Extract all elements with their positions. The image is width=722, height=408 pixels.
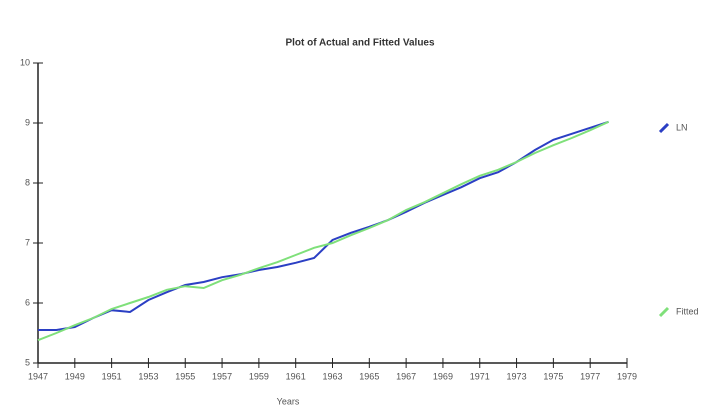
x-tick-label: 1965 [359,371,379,381]
legend-label: LN [676,122,688,132]
series-line [37,120,610,342]
x-tick-label: 1973 [507,371,527,381]
x-tick-label: 1971 [470,371,490,381]
legend-swatch [658,306,670,318]
x-tick-label: 1955 [175,371,195,381]
y-tick-label: 7 [25,237,30,247]
x-tick-label: 1951 [102,371,122,381]
y-tick-label: 8 [25,177,30,187]
y-tick-label: 10 [20,57,30,67]
x-tick-label: 1979 [617,371,637,381]
x-tick-label: 1963 [322,371,342,381]
x-tick-label: 1961 [286,371,306,381]
x-tick-label: 1975 [543,371,563,381]
x-axis-label: Years [277,396,300,406]
x-tick-label: 1967 [396,371,416,381]
legend-swatch [658,122,670,134]
x-tick-label: 1977 [580,371,600,381]
x-tick-label: 1957 [212,371,232,381]
x-tick-label: 1969 [433,371,453,381]
x-tick-label: 1949 [65,371,85,381]
x-tick-label: 1953 [138,371,158,381]
x-tick-label: 1947 [28,371,48,381]
chart-title: Plot of Actual and Fitted Values [285,38,435,49]
y-tick-label: 6 [25,297,30,307]
y-tick-label: 9 [25,117,30,127]
x-tick-label: 1959 [249,371,269,381]
y-tick-label: 5 [25,357,30,367]
legend-label: Fitted [676,306,699,316]
